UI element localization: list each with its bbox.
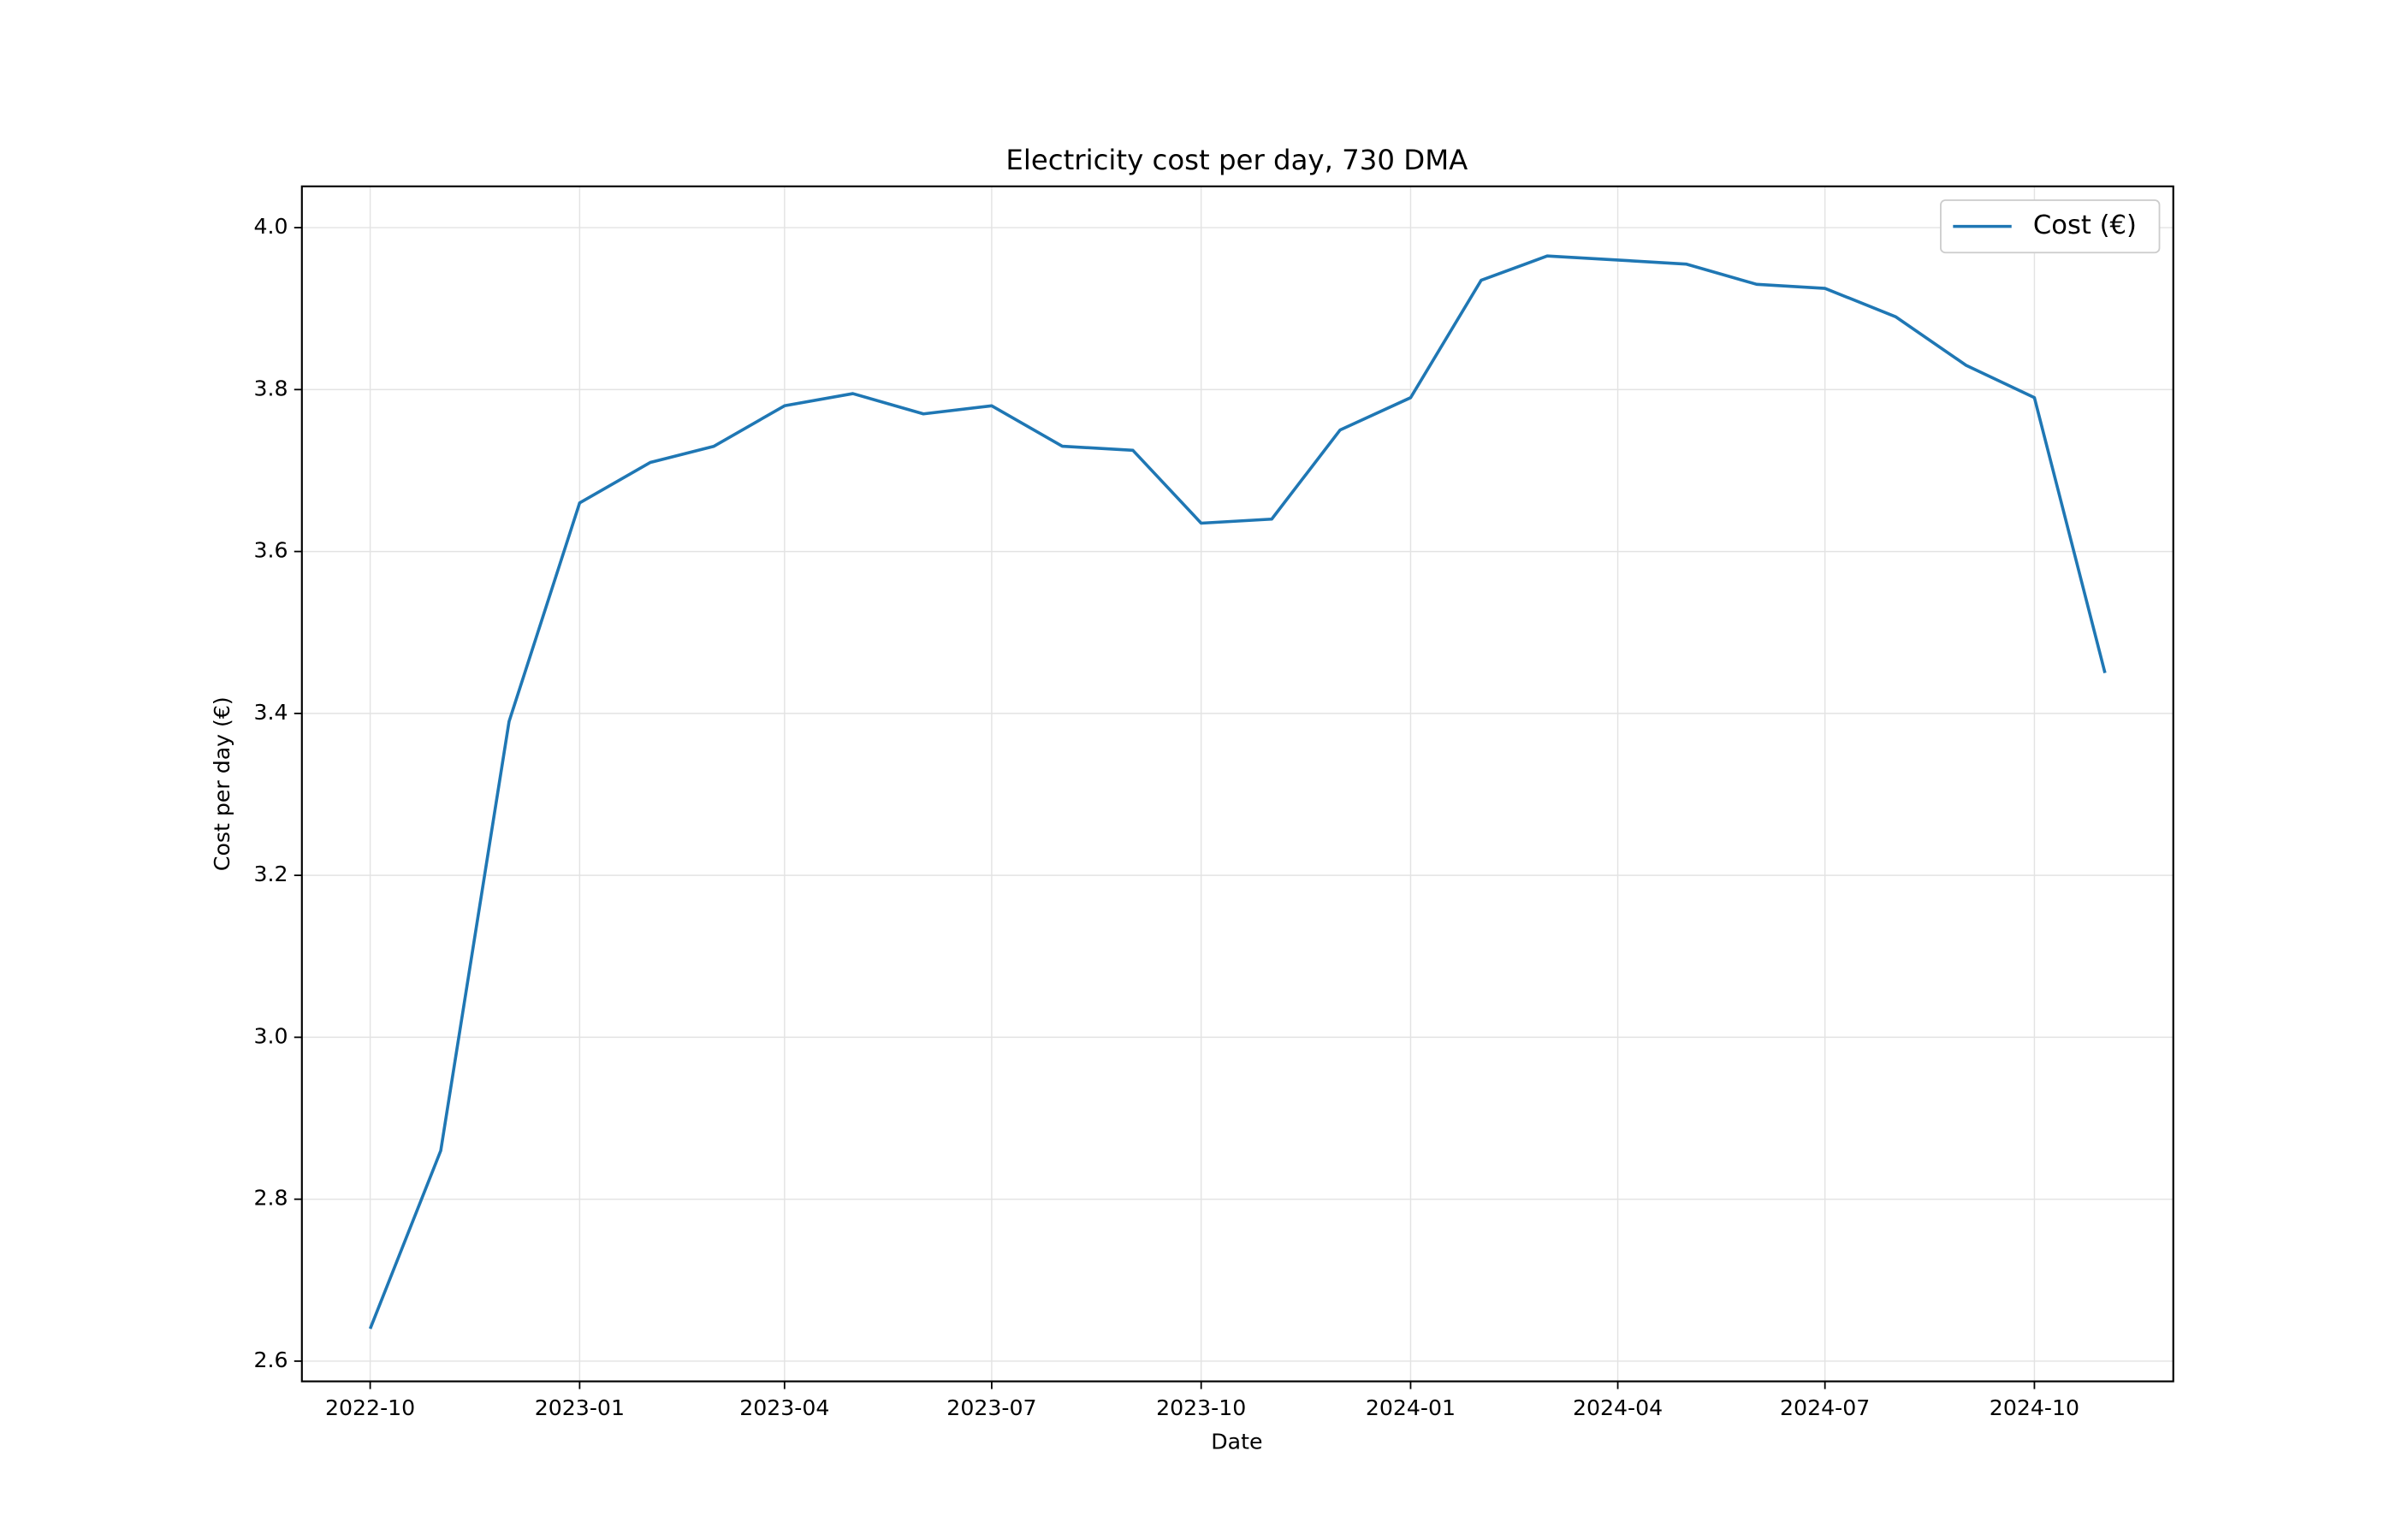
x-tick-label: 2024-07: [1780, 1395, 1870, 1420]
x-tick-label: 2023-10: [1156, 1395, 1246, 1420]
y-tick-label: 3.0: [254, 1023, 288, 1048]
y-tick-label: 3.4: [254, 700, 288, 725]
y-tick-label: 3.6: [254, 538, 288, 563]
x-tick-label: 2023-07: [946, 1395, 1036, 1420]
y-tick-label: 2.8: [254, 1186, 288, 1211]
x-tick-label: 2023-04: [739, 1395, 829, 1420]
legend: Cost (€): [1940, 199, 2161, 254]
legend-box: [1940, 199, 2161, 254]
y-tick-label: 4.0: [254, 214, 288, 239]
y-tick-label: 3.8: [254, 376, 288, 400]
x-tick-label: 2024-01: [1366, 1395, 1456, 1420]
x-axis-label: Date: [1211, 1430, 1262, 1454]
y-tick-label: 3.2: [254, 862, 288, 886]
x-tick-label: 2024-04: [1573, 1395, 1663, 1420]
x-tick-label: 2022-10: [325, 1395, 415, 1420]
y-axis-label: Cost per day (€): [210, 696, 234, 871]
plot-frame: [300, 185, 2174, 1383]
legend-label: Cost (€): [2033, 210, 2137, 240]
chart-title: Electricity cost per day, 730 DMA: [1005, 144, 1468, 176]
data-line: [368, 254, 2107, 1330]
x-tick-label: 2023-01: [535, 1395, 625, 1420]
x-tick-label: 2024-10: [1990, 1395, 2079, 1420]
y-tick-label: 2.6: [254, 1348, 288, 1372]
